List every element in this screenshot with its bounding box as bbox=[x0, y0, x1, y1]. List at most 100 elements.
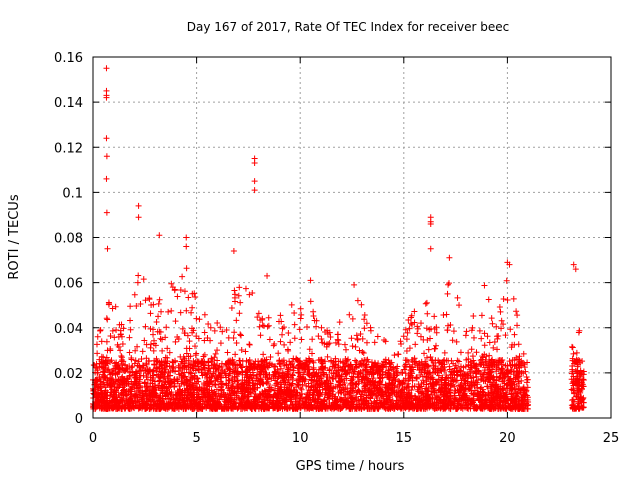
data-point bbox=[119, 357, 126, 364]
data-point bbox=[155, 394, 162, 401]
data-point bbox=[432, 345, 439, 352]
data-point bbox=[404, 329, 411, 336]
data-point bbox=[185, 389, 192, 396]
data-point bbox=[336, 319, 343, 326]
data-point bbox=[213, 374, 220, 381]
data-point bbox=[166, 379, 173, 386]
data-point bbox=[353, 389, 360, 396]
data-point bbox=[489, 320, 496, 327]
data-point bbox=[470, 391, 477, 398]
data-point bbox=[359, 401, 366, 408]
notable-data-point bbox=[103, 153, 110, 160]
data-point bbox=[213, 392, 220, 399]
data-point bbox=[514, 322, 521, 329]
data-point bbox=[465, 356, 472, 363]
data-point bbox=[441, 349, 448, 356]
data-point bbox=[508, 366, 515, 373]
data-point bbox=[128, 393, 135, 400]
data-point bbox=[96, 356, 103, 363]
data-point bbox=[117, 347, 124, 354]
data-point bbox=[380, 395, 387, 402]
data-point bbox=[257, 332, 264, 339]
data-point bbox=[166, 349, 173, 356]
data-point bbox=[246, 341, 253, 348]
data-point bbox=[102, 375, 109, 382]
data-point bbox=[500, 371, 507, 378]
data-point bbox=[291, 310, 298, 316]
data-point bbox=[217, 324, 224, 331]
data-point bbox=[155, 313, 162, 320]
data-point bbox=[122, 362, 129, 369]
y-tick-label: 0.08 bbox=[54, 232, 83, 247]
data-point bbox=[326, 399, 333, 406]
data-point bbox=[340, 381, 347, 388]
data-point bbox=[162, 354, 169, 361]
data-point bbox=[442, 379, 449, 386]
data-point bbox=[310, 382, 317, 389]
data-point bbox=[367, 405, 374, 412]
data-point bbox=[423, 354, 430, 361]
data-point bbox=[327, 380, 334, 387]
data-point bbox=[324, 330, 331, 337]
data-point bbox=[240, 395, 247, 402]
data-point bbox=[301, 402, 308, 409]
data-point bbox=[499, 397, 506, 404]
data-point bbox=[579, 383, 586, 390]
data-point bbox=[404, 391, 411, 398]
x-tick-label: 20 bbox=[499, 431, 516, 446]
data-point bbox=[445, 281, 452, 288]
data-point bbox=[467, 368, 474, 375]
data-point bbox=[354, 336, 361, 343]
data-point bbox=[284, 368, 291, 375]
data-point bbox=[149, 368, 156, 375]
data-point bbox=[406, 345, 413, 352]
data-point bbox=[270, 404, 277, 411]
data-points bbox=[90, 65, 587, 412]
data-point bbox=[325, 341, 332, 348]
data-point bbox=[231, 400, 238, 407]
data-point bbox=[185, 357, 192, 364]
data-point bbox=[318, 357, 325, 364]
data-point bbox=[523, 388, 530, 395]
data-point bbox=[212, 365, 219, 372]
data-point bbox=[273, 400, 280, 407]
data-point bbox=[278, 400, 285, 407]
data-point bbox=[136, 363, 143, 370]
data-point bbox=[132, 347, 139, 354]
data-point bbox=[377, 400, 384, 407]
data-point bbox=[187, 392, 194, 399]
data-point bbox=[162, 334, 169, 341]
data-point bbox=[120, 386, 127, 393]
data-point bbox=[450, 328, 457, 335]
data-point bbox=[324, 374, 331, 381]
data-point bbox=[142, 387, 149, 394]
data-point bbox=[440, 311, 447, 318]
data-point bbox=[169, 284, 176, 291]
data-point bbox=[155, 300, 162, 307]
data-point bbox=[128, 378, 135, 385]
data-point bbox=[279, 331, 286, 338]
data-point bbox=[268, 375, 275, 382]
data-point bbox=[363, 320, 370, 327]
data-point bbox=[160, 404, 167, 411]
data-point bbox=[334, 331, 341, 338]
data-point bbox=[183, 350, 190, 357]
data-point bbox=[254, 394, 261, 401]
data-point bbox=[343, 375, 350, 382]
data-point bbox=[249, 290, 256, 297]
data-point bbox=[245, 397, 252, 404]
data-point bbox=[349, 343, 356, 350]
data-point bbox=[191, 372, 198, 379]
data-point bbox=[360, 350, 367, 357]
axis-ticks: 00.020.040.060.080.10.120.140.160 5 10 15 20… bbox=[54, 51, 619, 446]
data-point bbox=[325, 390, 332, 397]
data-point bbox=[97, 327, 104, 334]
data-point bbox=[241, 392, 248, 399]
data-point bbox=[487, 379, 494, 386]
data-point bbox=[373, 392, 380, 399]
data-point bbox=[135, 358, 142, 365]
data-point bbox=[190, 387, 197, 394]
data-point bbox=[486, 402, 493, 409]
data-point bbox=[207, 324, 214, 331]
data-point bbox=[281, 376, 288, 383]
